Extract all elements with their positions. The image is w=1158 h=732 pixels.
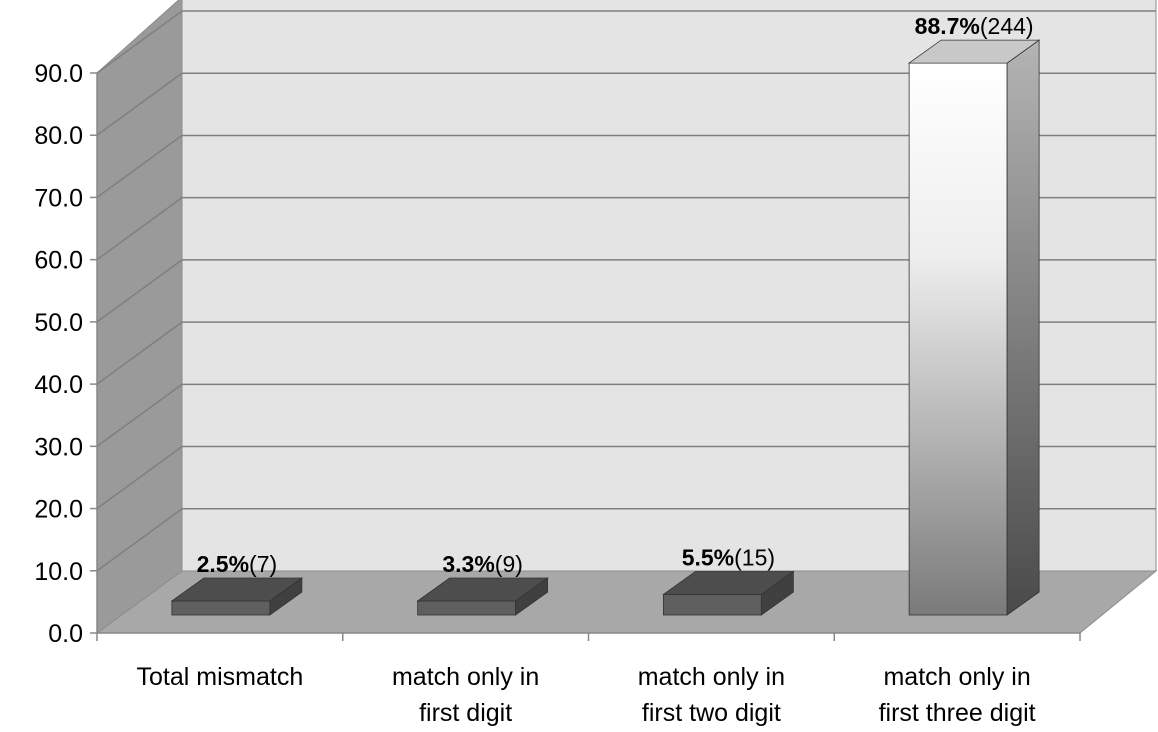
- x-category-label: Total mismatch: [137, 663, 304, 691]
- side-gridline: [96, 445, 183, 510]
- data-label: 3.3%(9): [442, 551, 523, 577]
- data-label: 5.5%(15): [682, 544, 775, 570]
- bar: [170, 577, 304, 616]
- side-gridline: [96, 508, 183, 572]
- bar: [416, 577, 549, 616]
- side-gridline: [96, 259, 183, 323]
- bar-top: [170, 577, 304, 602]
- y-tick-label: 80.0: [34, 122, 83, 150]
- bar-top: [907, 39, 1041, 64]
- bar-side: [1006, 39, 1040, 616]
- axes: 0.0 10.0 20.0 30.0 40.0 50.0 60.0 70.0 80.0 90.0: [34, 60, 1081, 648]
- data-label-count: (7): [249, 551, 277, 577]
- data-label: 2.5%(7): [197, 551, 278, 577]
- y-tick-label: 70.0: [34, 184, 83, 212]
- y-tick-label: 20.0: [34, 496, 83, 524]
- bars: [170, 39, 1041, 616]
- data-label-percent: 3.3%: [442, 551, 494, 577]
- data-label-percent: 88.7%: [915, 13, 980, 39]
- bar-front: [662, 594, 762, 616]
- side-gridline: [96, 72, 183, 136]
- y-tick-label: 50.0: [34, 309, 83, 337]
- bar-top: [662, 571, 795, 595]
- y-tick-label: 30.0: [34, 433, 83, 461]
- side-gridline: [96, 321, 183, 385]
- y-tick-label: 60.0: [34, 247, 83, 275]
- bar-top: [416, 577, 549, 602]
- side-gridline: [96, 10, 183, 74]
- data-label-count: (15): [734, 544, 775, 570]
- data-label-percent: 2.5%: [197, 551, 249, 577]
- data-label-percent: 5.5%: [682, 544, 734, 570]
- side-gridline: [96, 383, 183, 447]
- x-category-label: first digit: [419, 699, 512, 727]
- y-tick-label: 40.0: [34, 371, 83, 399]
- bar: [907, 39, 1041, 616]
- bar-front: [171, 600, 271, 616]
- bar: [662, 570, 795, 616]
- labels: Total mismatch match only in first digit ma…: [137, 13, 1036, 727]
- bar-front: [908, 62, 1008, 616]
- y-tick-label: 0.0: [48, 620, 83, 648]
- x-category-label: first three digit: [879, 699, 1036, 727]
- y-tick-label: 10.0: [34, 558, 83, 586]
- x-category-label: match only in: [392, 663, 539, 691]
- bar-front: [417, 600, 517, 616]
- data-label: 88.7%(244): [915, 13, 1034, 39]
- x-category-label: match only in: [638, 663, 785, 691]
- data-label-count: (244): [980, 13, 1034, 39]
- y-tick-label: 90.0: [34, 60, 83, 88]
- side-wall: [96, 0, 183, 634]
- side-gridline: [96, 134, 183, 199]
- side-gridline: [96, 197, 183, 261]
- x-category-label: match only in: [883, 663, 1030, 691]
- x-category-label: first two digit: [642, 699, 781, 727]
- data-label-count: (9): [495, 551, 523, 577]
